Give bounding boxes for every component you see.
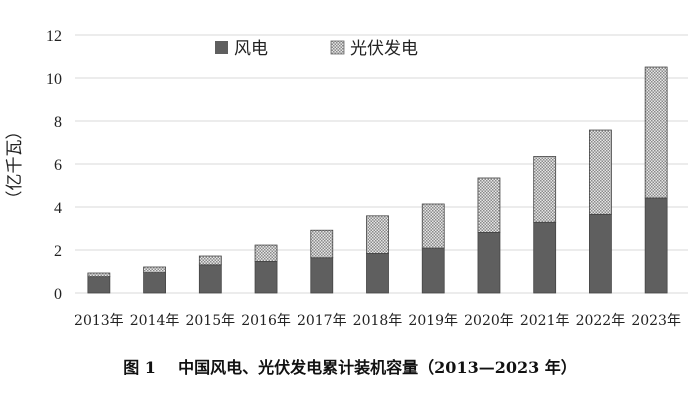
legend-swatch-wind — [215, 41, 228, 54]
bar-solar — [198, 255, 222, 266]
bar-solar — [310, 229, 334, 259]
bar-solar — [589, 129, 612, 215]
bar-solar — [421, 203, 445, 249]
bar-wind — [310, 257, 334, 294]
x-tick-label: 2016年 — [241, 313, 291, 329]
bar-wind — [143, 272, 166, 294]
bar-solar — [533, 156, 557, 223]
bar-solar — [87, 272, 111, 278]
x-tick-label: 2015年 — [185, 313, 235, 329]
x-tick-label: 2014年 — [130, 313, 180, 329]
legend: 风电 光伏发电 — [215, 39, 418, 59]
bar-wind — [477, 231, 501, 294]
bar-solar — [366, 215, 389, 254]
x-tick-label: 2017年 — [297, 313, 347, 329]
bar-wind — [254, 260, 278, 294]
y-tick-label: 12 — [46, 28, 62, 45]
x-tick-label: 2021年 — [520, 313, 570, 329]
x-tick-label: 2023年 — [631, 313, 681, 329]
y-axis-label: （亿千瓦） — [5, 123, 25, 208]
bar-wind — [589, 213, 612, 294]
x-tick-label: 2020年 — [464, 313, 514, 329]
bar-solar — [143, 266, 166, 273]
y-tick-label: 8 — [54, 114, 62, 131]
x-tick-label: 2018年 — [353, 313, 403, 329]
bar-wind — [198, 264, 222, 294]
x-tick-label: 2013年 — [74, 313, 124, 329]
y-tick-label: 0 — [54, 286, 62, 303]
figure-caption: 图 1 中国风电、光伏发电累计装机容量（2013—2023 年） — [123, 358, 577, 377]
x-tick-label: 2022年 — [576, 313, 626, 329]
legend-label-solar: 光伏发电 — [350, 39, 418, 59]
bar-solar — [644, 66, 668, 199]
y-tick-label: 10 — [46, 71, 62, 88]
bar-wind — [421, 247, 445, 294]
x-tick-label: 2019年 — [408, 313, 458, 329]
stacked-bar-chart: 0 2 4 6 8 10 12 2013年 2014年 2015年 2016年 2017年 2018年… — [5, 28, 688, 329]
bar-solar — [477, 177, 501, 233]
y-tick-label: 4 — [54, 200, 62, 217]
y-tick-label: 2 — [54, 243, 62, 260]
legend-swatch-solar — [330, 40, 345, 55]
bar-wind — [533, 221, 557, 294]
bar-wind — [644, 197, 668, 294]
y-tick-label: 6 — [54, 157, 62, 174]
bar-solar — [254, 244, 278, 262]
legend-label-wind: 风电 — [234, 39, 268, 59]
bar-wind — [366, 253, 389, 294]
bar-wind — [87, 276, 111, 294]
